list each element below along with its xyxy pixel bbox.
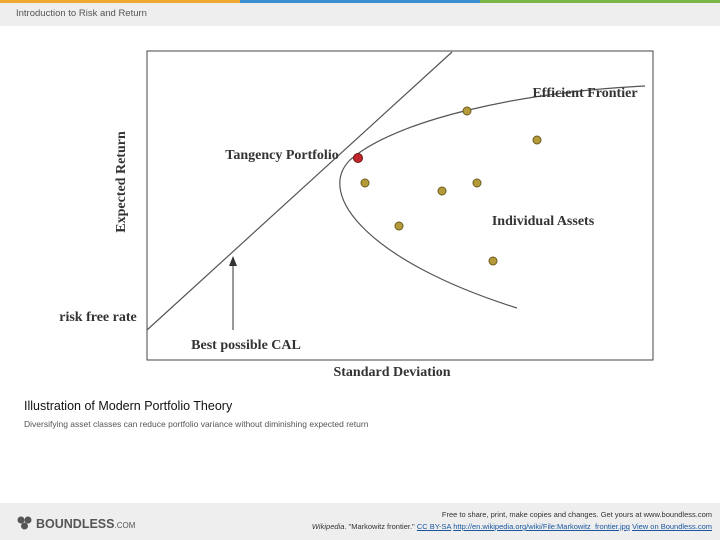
header-bar bbox=[0, 0, 720, 26]
stripe bbox=[0, 0, 240, 3]
assets-label: Individual Assets bbox=[492, 214, 595, 229]
asset-dot bbox=[360, 178, 370, 188]
logo-text: BOUNDLESS bbox=[36, 517, 114, 531]
footer-notice: Free to share, print, make copies and ch… bbox=[441, 510, 712, 519]
asset-dot bbox=[488, 256, 498, 266]
tangency-dot bbox=[353, 153, 363, 163]
x-axis-label: Standard Deviation bbox=[333, 365, 450, 380]
view-link[interactable]: View on Boundless.com bbox=[632, 522, 712, 531]
logo-icon bbox=[17, 516, 32, 530]
logo-suffix: .COM bbox=[114, 521, 135, 530]
efficient-frontier bbox=[339, 85, 646, 309]
footer-attribution: Wikipedia. "Markowitz frontier." CC BY-S… bbox=[312, 521, 712, 533]
source-title: . "Markowitz frontier." bbox=[344, 522, 415, 531]
footer-text: Free to share, print, make copies and ch… bbox=[312, 509, 712, 533]
risk-free-label: risk free rate bbox=[59, 310, 136, 325]
asset-dot bbox=[462, 106, 472, 116]
cal-line bbox=[146, 51, 453, 331]
y-axis-label: Expected Return bbox=[114, 131, 129, 233]
caption-text: Diversifying asset classes can reduce po… bbox=[24, 419, 369, 429]
figure-frame bbox=[146, 50, 654, 361]
source: Wikipedia bbox=[311, 522, 345, 531]
tangency-label: Tangency Portfolio bbox=[225, 148, 338, 163]
stripe bbox=[240, 0, 480, 3]
footer-bar bbox=[0, 503, 720, 540]
header-title: Introduction to Risk and Return bbox=[16, 8, 147, 19]
caption-title: Illustration of Modern Portfolio Theory bbox=[24, 399, 233, 413]
frontier-label: Efficient Frontier bbox=[532, 86, 637, 101]
asset-dot bbox=[394, 221, 404, 231]
logo: BOUNDLESS.COM bbox=[36, 517, 136, 531]
asset-dot bbox=[532, 135, 542, 145]
cal-label: Best possible CAL bbox=[191, 338, 301, 353]
asset-dot bbox=[437, 186, 447, 196]
license-link[interactable]: CC BY-SA bbox=[416, 522, 452, 531]
arrow-head bbox=[229, 256, 237, 266]
stripe bbox=[480, 0, 720, 3]
asset-dot bbox=[472, 178, 482, 188]
source-link[interactable]: http://en.wikipedia.org/wiki/File:Markow… bbox=[453, 522, 630, 531]
